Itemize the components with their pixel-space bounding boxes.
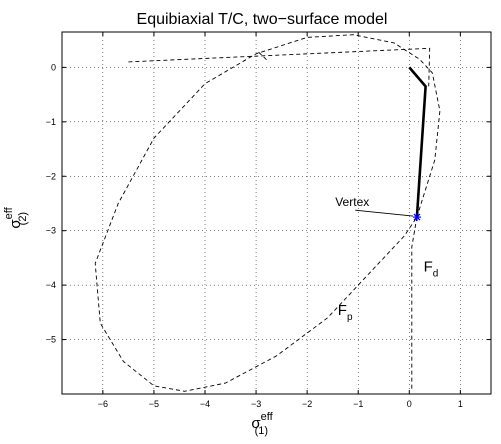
y-axis-label-main: σ <box>7 219 24 229</box>
chart-title: Equibiaxial T/C, two−surface model <box>137 11 388 28</box>
plot-frame <box>61 31 492 395</box>
annotations: Vertex Fd Fp <box>335 195 438 323</box>
fp-label: Fp <box>338 302 353 323</box>
y-tick-label: −5 <box>46 335 56 345</box>
y-axis-label-sup: eff <box>3 206 15 219</box>
x-axis-label-sup: eff <box>261 411 274 423</box>
y-tick-label: −4 <box>46 280 56 290</box>
series-layer <box>94 34 441 392</box>
series-stress-path <box>408 66 427 218</box>
series-Fd <box>411 217 418 389</box>
x-axis-label-sub: (1) <box>255 425 268 437</box>
y-tick-label: −2 <box>46 171 56 181</box>
series-Fd-top <box>128 47 431 87</box>
series-Fd-top-left <box>258 51 270 63</box>
x-tick-label: −6 <box>98 399 108 409</box>
x-tick-label: −4 <box>200 399 210 409</box>
x-tick-label: −5 <box>149 399 159 409</box>
vertex-pointer-line <box>355 209 413 217</box>
y-tick-label: 0 <box>51 62 56 72</box>
ticks: −6 −5 −4 −3 −2 −1 0 1 −5 −4 −3 −2 −1 0 <box>46 32 491 409</box>
x-tick-label: −1 <box>353 399 363 409</box>
vertex-label: Vertex <box>335 195 369 209</box>
y-axis-label-sub: (2) <box>17 212 29 225</box>
x-tick-label: −3 <box>251 399 261 409</box>
x-axis-label-main: σ <box>251 415 261 432</box>
vertex-marker <box>412 213 421 222</box>
x-tick-label: 1 <box>458 399 463 409</box>
x-axis-label: σeff (1) <box>251 411 273 437</box>
y-tick-label: −1 <box>46 117 56 127</box>
fd-label: Fd <box>424 259 439 280</box>
y-axis-label: σeff (2) <box>3 206 29 228</box>
x-tick-label: −2 <box>302 399 312 409</box>
x-tick-label: 0 <box>407 399 412 409</box>
grid <box>62 32 491 394</box>
y-tick-label: −3 <box>46 226 56 236</box>
series-Fp <box>94 34 441 392</box>
y-axis-label-group: σeff (2) <box>3 206 29 228</box>
